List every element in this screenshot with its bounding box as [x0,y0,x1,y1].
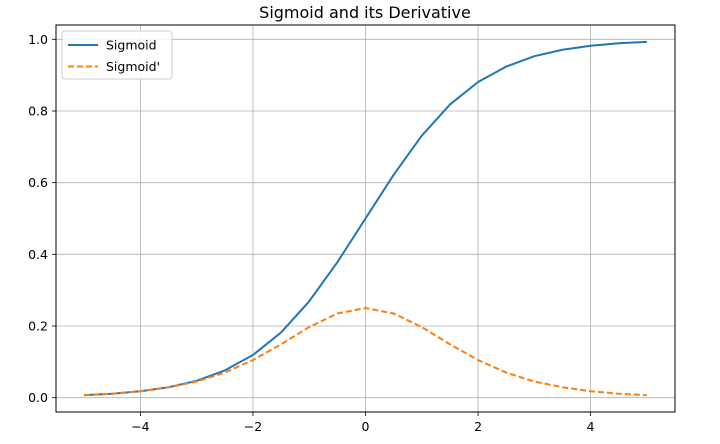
x-tick-label: 0 [362,419,370,434]
x-tick-label: −4 [131,419,149,434]
y-tick-label: 0.4 [28,247,48,262]
y-tick-label: 1.0 [28,32,48,47]
chart-title: Sigmoid and its Derivative [259,3,471,22]
y-tick-label: 0.0 [28,390,48,405]
legend: Sigmoid Sigmoid' [61,30,173,80]
series-layer [84,40,647,397]
ticks-layer: −4 −2 0 2 4 0.0 0.2 0.4 0.6 0.8 1.0 [28,32,595,434]
x-tick-label: 4 [587,419,595,434]
legend-label-1: Sigmoid' [106,59,160,74]
series-line-1 [84,307,647,397]
y-tick-label: 0.8 [28,104,48,119]
x-tick-label: 2 [474,419,482,434]
legend-label-0: Sigmoid [106,38,157,53]
x-tick-label: −2 [244,419,262,434]
y-tick-label: 0.6 [28,175,48,190]
y-tick-label: 0.2 [28,319,48,334]
